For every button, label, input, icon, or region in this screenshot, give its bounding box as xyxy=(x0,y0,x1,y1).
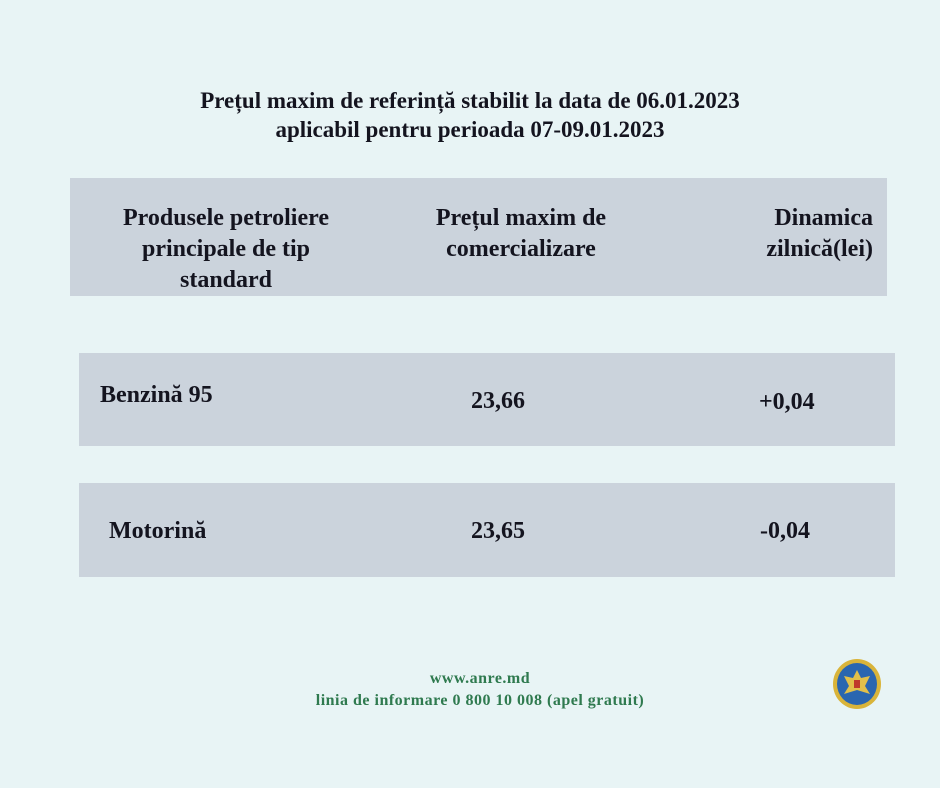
anre-emblem-icon xyxy=(833,659,881,709)
footer: www.anre.md linia de informare 0 800 10 … xyxy=(200,668,760,712)
header-price: Prețul maxim de comercializare xyxy=(400,203,642,265)
table-header: Produsele petroliere principale de tip s… xyxy=(70,178,887,296)
website-link[interactable]: www.anre.md xyxy=(429,670,531,687)
title-line-1: Prețul maxim de referință stabilit la da… xyxy=(200,88,740,113)
change-value: +0,04 xyxy=(759,389,815,415)
table-row: Benzină 95 23,66 +0,04 xyxy=(79,353,895,446)
table-row: Motorină 23,65 -0,04 xyxy=(79,483,895,577)
product-name: Motorină xyxy=(109,518,207,544)
header-text: standard xyxy=(179,267,273,293)
header-product: Produsele petroliere principale de tip s… xyxy=(70,203,382,296)
header-text: Prețul maxim de xyxy=(435,205,607,231)
product-name: Benzină 95 xyxy=(100,382,213,408)
header-text: comercializare xyxy=(446,236,596,262)
price-value: 23,65 xyxy=(471,518,525,544)
header-change: Dinamica zilnică(lei) xyxy=(693,203,873,265)
header-text: principale de tip xyxy=(141,236,310,262)
title-line-2: aplicabil pentru perioada 07-09.01.2023 xyxy=(275,117,665,142)
header-text: Dinamica xyxy=(774,205,873,231)
page-title: Prețul maxim de referință stabilit la da… xyxy=(0,86,940,144)
change-value: -0,04 xyxy=(760,518,810,544)
header-text: Produsele petroliere xyxy=(123,205,329,231)
hotline-text: linia de informare 0 800 10 008 (apel gr… xyxy=(315,692,645,709)
header-text: zilnică(lei) xyxy=(766,236,873,262)
price-value: 23,66 xyxy=(471,388,525,414)
